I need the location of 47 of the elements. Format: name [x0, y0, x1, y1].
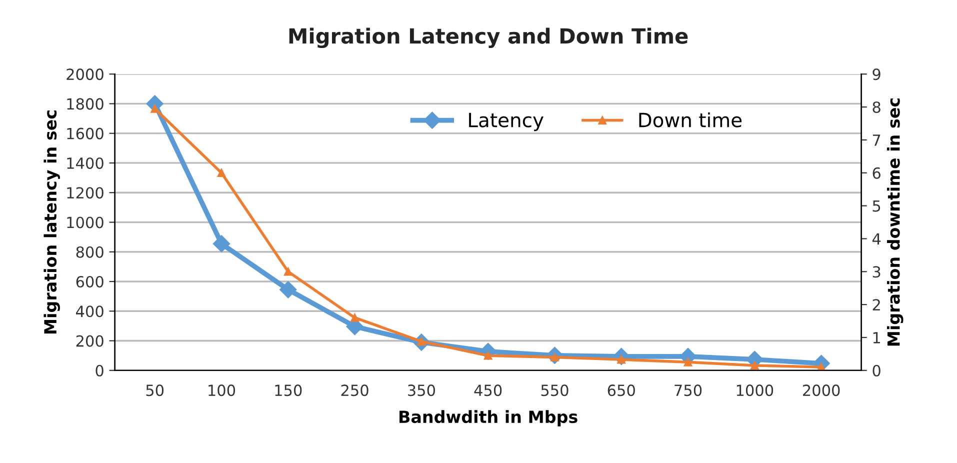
x-tick-label: 250: [341, 384, 368, 396]
x-tick-label: 1000: [736, 384, 774, 396]
y-tick-label: 1400: [67, 157, 104, 169]
y-tick-label: 400: [76, 306, 104, 318]
legend-label: Latency: [469, 112, 544, 132]
y2-tick-label: 7: [872, 134, 880, 146]
x-tick-label: 2000: [802, 384, 840, 396]
x-tick-label: 750: [674, 384, 702, 396]
y2-tick-label: 5: [872, 200, 880, 212]
y-tick-label: 0: [96, 364, 104, 376]
y2-tick-label: 4: [872, 233, 881, 245]
point: [217, 168, 226, 178]
y2-tick-label: 8: [872, 101, 880, 114]
y-tick-label: 600: [76, 276, 104, 288]
y-axis-title: Migration latency in sec: [44, 110, 60, 334]
y2-tick-label: 0: [872, 364, 880, 376]
x-tick-label: 450: [474, 384, 502, 396]
point: [750, 361, 759, 370]
x-tick-label: 150: [275, 384, 302, 396]
point: [212, 235, 230, 252]
point: [684, 358, 692, 366]
y2-tick-label: 6: [872, 167, 880, 179]
y-tick-label: 1600: [67, 128, 104, 140]
legend-label: Down time: [639, 112, 742, 128]
x-axis-title: Bandwdith in Mbps: [400, 410, 578, 426]
point: [150, 104, 159, 113]
x-tick-label: 650: [608, 384, 635, 396]
y-tick-label: 800: [76, 246, 104, 258]
y-tick-label: 1000: [67, 216, 104, 228]
y2-tick-label: 9: [872, 68, 880, 80]
y-tick-label: 200: [76, 335, 104, 347]
x-tick-label: 50: [146, 384, 164, 396]
point: [350, 314, 359, 322]
y2-tick-label: 1: [873, 332, 880, 344]
chart-title: Migration Latency and Down Time: [289, 28, 688, 48]
y-tick-label: 1800: [67, 98, 104, 110]
y-tick-label: 2000: [66, 68, 104, 80]
y2-axis-title: Migration downtime in sec: [886, 98, 904, 346]
point: [284, 267, 292, 276]
y2-tick-label: 3: [872, 266, 880, 278]
point: [280, 281, 297, 298]
point: [817, 362, 826, 370]
x-tick-label: 100: [208, 384, 236, 396]
y2-tick-label: 2: [872, 299, 880, 310]
y-tick-label: 1200: [67, 187, 104, 199]
x-tick-label: 550: [541, 384, 568, 396]
x-tick-label: 350: [408, 384, 435, 396]
